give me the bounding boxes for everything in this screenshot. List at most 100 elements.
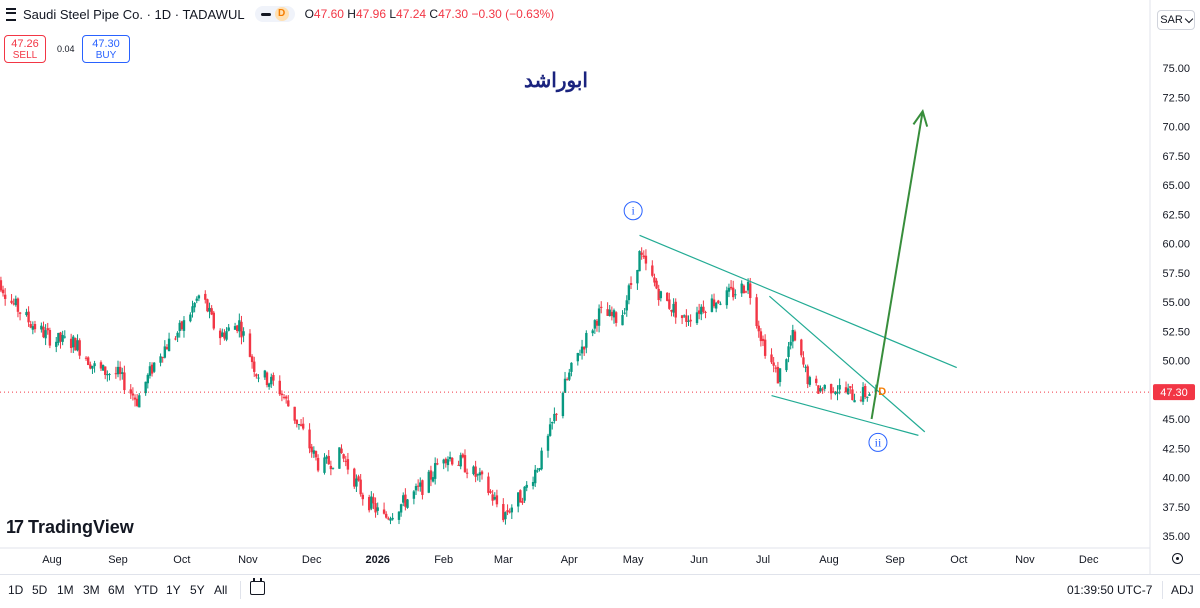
timeframe-5d[interactable]: 5D bbox=[32, 583, 48, 597]
candle-body bbox=[123, 372, 126, 391]
timeframe-5y[interactable]: 5Y bbox=[190, 583, 205, 597]
x-tick-label: Feb bbox=[434, 554, 453, 566]
status-chip[interactable]: D bbox=[254, 6, 295, 22]
candle-body bbox=[278, 380, 281, 395]
candle-body bbox=[344, 460, 347, 462]
candle-body bbox=[448, 456, 452, 460]
chart-annotation-text: ابوراشد bbox=[524, 70, 588, 92]
candle-body bbox=[523, 486, 526, 501]
candle-body bbox=[327, 455, 330, 465]
candle-body bbox=[227, 327, 230, 331]
tradingview-logo[interactable]: 17 TradingView bbox=[6, 517, 134, 537]
candle-body bbox=[165, 346, 169, 350]
candle-body bbox=[717, 300, 720, 303]
candle-body bbox=[806, 366, 809, 385]
candle-body bbox=[135, 398, 139, 406]
calendar-icon[interactable] bbox=[250, 578, 265, 595]
candle-body bbox=[57, 332, 60, 343]
candle-body bbox=[89, 364, 92, 369]
toolbar-divider bbox=[1162, 581, 1163, 599]
candle-body bbox=[329, 465, 333, 470]
x-tick-label: Apr bbox=[561, 554, 578, 566]
candle-body bbox=[580, 346, 584, 354]
candle-body bbox=[152, 362, 156, 372]
candle-body bbox=[357, 476, 360, 481]
timeframe-1d[interactable]: 1D bbox=[8, 583, 24, 597]
candle-body bbox=[176, 332, 179, 338]
candle-body bbox=[846, 388, 850, 395]
wave-ii-label-circle bbox=[868, 432, 888, 452]
y-tick-label: 52.50 bbox=[1162, 326, 1190, 338]
candle-body bbox=[570, 362, 573, 372]
candle-body bbox=[180, 321, 184, 330]
timeframe-1m[interactable]: 1M bbox=[57, 583, 74, 597]
timeframe-all[interactable]: All bbox=[214, 583, 228, 597]
timeframe-ytd[interactable]: YTD bbox=[134, 583, 158, 597]
settings-icon[interactable] bbox=[1172, 553, 1183, 564]
candle-body bbox=[342, 454, 345, 459]
candle-body bbox=[429, 470, 433, 480]
candle-body bbox=[610, 311, 614, 316]
candle-body bbox=[195, 298, 198, 301]
candle-body bbox=[414, 486, 418, 491]
candle-body bbox=[310, 446, 313, 453]
candle-body bbox=[836, 391, 839, 394]
candle-body bbox=[121, 372, 124, 374]
y-tick-label: 55.00 bbox=[1162, 297, 1190, 309]
candle-body bbox=[800, 339, 803, 356]
candle-body bbox=[189, 314, 192, 322]
candle-body bbox=[346, 459, 350, 470]
hamburger-icon[interactable] bbox=[6, 7, 16, 21]
candle-body bbox=[568, 372, 571, 380]
candle-body bbox=[642, 255, 645, 258]
adj-toggle[interactable]: ADJ bbox=[1171, 583, 1194, 597]
candle-body bbox=[627, 285, 631, 301]
timeframe-3m[interactable]: 3M bbox=[83, 583, 100, 597]
candle-body bbox=[446, 459, 450, 466]
y-tick-label: 40.00 bbox=[1162, 473, 1190, 485]
currency-select[interactable]: SAR bbox=[1157, 10, 1195, 30]
candle-body bbox=[689, 319, 692, 322]
candle-body bbox=[340, 448, 343, 454]
candle-body bbox=[178, 322, 181, 331]
candle-body bbox=[531, 482, 535, 486]
candle-body bbox=[666, 292, 669, 301]
wedge-lower-line bbox=[771, 395, 919, 436]
candle-body bbox=[238, 320, 241, 332]
candle-body bbox=[674, 301, 677, 318]
timeframe-6m[interactable]: 6M bbox=[108, 583, 125, 597]
candle-body bbox=[248, 333, 252, 357]
x-tick-label: Nov bbox=[238, 554, 258, 566]
candle-body bbox=[561, 392, 565, 417]
sell-button[interactable]: 47.26 SELL bbox=[4, 35, 46, 63]
candle-body bbox=[461, 454, 465, 458]
buy-button[interactable]: 47.30 BUY bbox=[82, 35, 130, 63]
candle-body bbox=[272, 375, 275, 381]
candle-body bbox=[391, 517, 394, 520]
candle-body bbox=[714, 302, 718, 309]
candle-body bbox=[670, 309, 673, 312]
candle-body bbox=[416, 485, 420, 487]
candle-body bbox=[866, 396, 869, 398]
toolbar-divider bbox=[240, 581, 241, 599]
candle-body bbox=[644, 255, 648, 264]
candle-body bbox=[712, 299, 716, 307]
candle-body bbox=[402, 495, 405, 503]
candle-body bbox=[755, 297, 758, 327]
candle-body bbox=[802, 357, 805, 365]
candle-body bbox=[504, 512, 507, 520]
candle-body bbox=[370, 496, 373, 509]
candle-body bbox=[61, 334, 64, 342]
candle-body bbox=[600, 306, 603, 308]
candle-body bbox=[776, 366, 780, 384]
candle-body bbox=[91, 365, 94, 369]
candle-body bbox=[585, 332, 588, 348]
candle-body bbox=[397, 511, 401, 520]
y-tick-label: 42.50 bbox=[1162, 443, 1190, 455]
candle-body bbox=[565, 379, 569, 381]
candle-body bbox=[655, 280, 658, 289]
candle-body bbox=[683, 315, 686, 317]
symbol-title[interactable]: Saudi Steel Pipe Co. · 1D · TADAWUL bbox=[23, 6, 245, 22]
timeframe-1y[interactable]: 1Y bbox=[166, 583, 181, 597]
